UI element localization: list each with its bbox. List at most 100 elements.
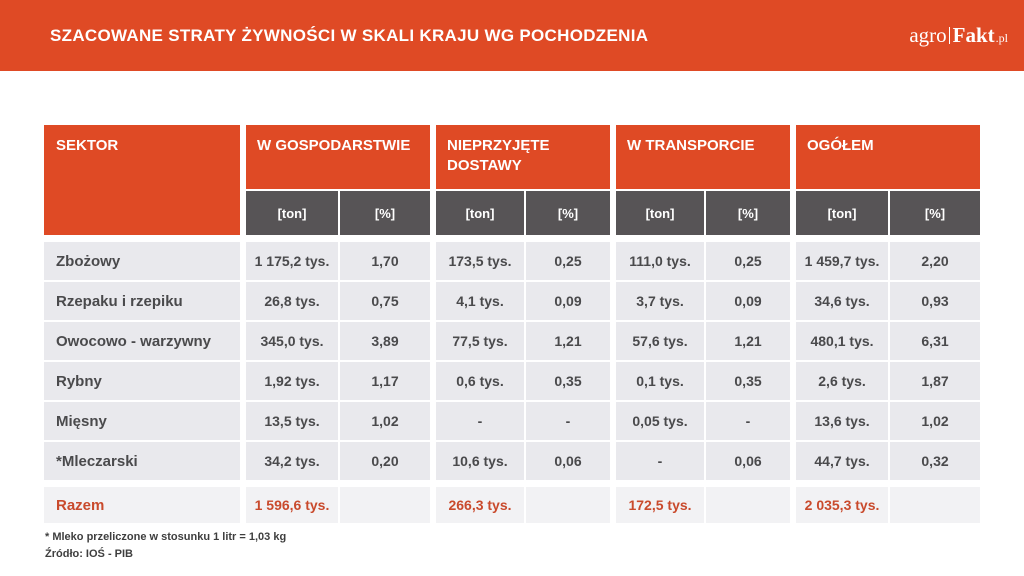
row-label: Rybny xyxy=(44,362,240,400)
table-cell: 26,8 tys. xyxy=(246,282,338,320)
unit-header-pct: [%] xyxy=(340,191,430,235)
table-cell: 480,1 tys. xyxy=(796,322,889,360)
column-group-header-transporcie: W TRANSPORCIE xyxy=(616,125,791,189)
spacer-row xyxy=(44,482,980,485)
table-cell: 3,89 xyxy=(340,322,430,360)
total-cell xyxy=(890,487,981,523)
table-cell: 0,6 tys. xyxy=(436,362,524,400)
table-cell: 3,7 tys. xyxy=(616,282,705,320)
table-row-rybny: Rybny 1,92 tys. 1,17 0,6 tys. 0,35 0,1 t… xyxy=(44,362,981,400)
table-cell: - xyxy=(616,442,705,480)
header-group-row: SEKTOR W GOSPODARSTWIE NIEPRZYJĘTE DOSTA… xyxy=(44,125,981,235)
table-cell: 2,6 tys. xyxy=(796,362,889,400)
table-cell: 0,93 xyxy=(890,282,981,320)
table-cell: 1,17 xyxy=(340,362,430,400)
table-cell: 1,21 xyxy=(526,322,611,360)
table-cell: 0,20 xyxy=(340,442,430,480)
title-bar: SZACOWANE STRATY ŻYWNOŚCI W SKALI KRAJU … xyxy=(0,0,1024,71)
total-cell xyxy=(526,487,611,523)
table-cell: 34,2 tys. xyxy=(246,442,338,480)
total-cell: 266,3 tys. xyxy=(436,487,524,523)
table-cell: 10,6 tys. xyxy=(436,442,524,480)
table-cell: 0,25 xyxy=(706,242,791,280)
table-cell: 0,35 xyxy=(526,362,611,400)
table-cell: 44,7 tys. xyxy=(796,442,889,480)
row-label: *Mleczarski xyxy=(44,442,240,480)
brand-logo-prefix: agro xyxy=(909,23,947,47)
table-row-rzepaku: Rzepaku i rzepiku 26,8 tys. 0,75 4,1 tys… xyxy=(44,282,981,320)
table-row-zbozowy: Zbożowy 1 175,2 tys. 1,70 173,5 tys. 0,2… xyxy=(44,242,981,280)
table-cell: 0,25 xyxy=(526,242,611,280)
table-cell: 0,09 xyxy=(706,282,791,320)
spacer-row xyxy=(44,237,980,240)
data-table-container: SEKTOR W GOSPODARSTWIE NIEPRZYJĘTE DOSTA… xyxy=(42,123,982,525)
column-spacer xyxy=(792,125,794,235)
table-cell: - xyxy=(436,402,524,440)
unit-header-pct: [%] xyxy=(890,191,981,235)
unit-header-pct: [%] xyxy=(706,191,791,235)
total-row-label: Razem xyxy=(44,487,240,523)
footnote: * Mleko przeliczone w stosunku 1 litr = … xyxy=(45,531,287,543)
column-spacer xyxy=(242,125,244,235)
page-title: SZACOWANE STRATY ŻYWNOŚCI W SKALI KRAJU … xyxy=(50,25,649,45)
table-row-mleczarski: *Mleczarski 34,2 tys. 0,20 10,6 tys. 0,0… xyxy=(44,442,981,480)
total-cell xyxy=(340,487,430,523)
table-cell: - xyxy=(706,402,791,440)
data-table: SEKTOR W GOSPODARSTWIE NIEPRZYJĘTE DOSTA… xyxy=(42,123,982,525)
table-cell: - xyxy=(526,402,611,440)
table-cell: 0,06 xyxy=(526,442,611,480)
table-cell: 13,6 tys. xyxy=(796,402,889,440)
row-label: Mięsny xyxy=(44,402,240,440)
table-cell: 6,31 xyxy=(890,322,981,360)
total-cell: 2 035,3 tys. xyxy=(796,487,889,523)
row-label: Owocowo - warzywny xyxy=(44,322,240,360)
table-cell: 1,02 xyxy=(890,402,981,440)
total-cell: 1 596,6 tys. xyxy=(246,487,338,523)
column-group-header-nieprzyjete: NIEPRZYJĘTE DOSTAWY xyxy=(436,125,611,189)
table-cell: 1 175,2 tys. xyxy=(246,242,338,280)
unit-header-ton: [ton] xyxy=(436,191,524,235)
row-label: Rzepaku i rzepiku xyxy=(44,282,240,320)
table-cell: 1,87 xyxy=(890,362,981,400)
column-spacer xyxy=(612,125,614,235)
brand-logo-divider xyxy=(948,27,950,44)
unit-header-ton: [ton] xyxy=(616,191,705,235)
unit-header-ton: [ton] xyxy=(246,191,338,235)
table-cell: 34,6 tys. xyxy=(796,282,889,320)
table-row-owocowo: Owocowo - warzywny 345,0 tys. 3,89 77,5 … xyxy=(44,322,981,360)
table-cell: 2,20 xyxy=(890,242,981,280)
brand-logo-name: Fakt xyxy=(952,23,995,47)
total-cell xyxy=(706,487,791,523)
source-note: Źródło: IOŚ - PIB xyxy=(45,548,133,560)
table-cell: 0,75 xyxy=(340,282,430,320)
table-cell: 1,70 xyxy=(340,242,430,280)
table-cell: 1 459,7 tys. xyxy=(796,242,889,280)
unit-header-ton: [ton] xyxy=(796,191,889,235)
table-cell: 0,09 xyxy=(526,282,611,320)
table-cell: 0,32 xyxy=(890,442,981,480)
table-cell: 0,05 tys. xyxy=(616,402,705,440)
unit-header-pct: [%] xyxy=(526,191,611,235)
table-cell: 0,1 tys. xyxy=(616,362,705,400)
footnotes: * Mleko przeliczone w stosunku 1 litr = … xyxy=(45,529,286,563)
column-group-header-gospodarstwie: W GOSPODARSTWIE xyxy=(246,125,430,189)
total-row: Razem 1 596,6 tys. 266,3 tys. 172,5 tys.… xyxy=(44,487,981,523)
column-header-sector: SEKTOR xyxy=(44,125,240,235)
table-cell: 173,5 tys. xyxy=(436,242,524,280)
table-row-miesny: Mięsny 13,5 tys. 1,02 - - 0,05 tys. - 13… xyxy=(44,402,981,440)
brand-logo-suffix: .pl xyxy=(995,31,1008,45)
table-cell: 1,92 tys. xyxy=(246,362,338,400)
column-spacer xyxy=(432,125,434,235)
table-cell: 57,6 tys. xyxy=(616,322,705,360)
header-unit-row: [ton] [%] [ton] [%] [ton] [%] [ton] [%] xyxy=(44,191,981,235)
table-cell: 1,02 xyxy=(340,402,430,440)
table-cell: 345,0 tys. xyxy=(246,322,338,360)
table-cell: 1,21 xyxy=(706,322,791,360)
table-cell: 0,06 xyxy=(706,442,791,480)
row-label: Zbożowy xyxy=(44,242,240,280)
brand-logo: agro Fakt .pl xyxy=(909,23,1008,48)
table-cell: 77,5 tys. xyxy=(436,322,524,360)
table-cell: 13,5 tys. xyxy=(246,402,338,440)
table-cell: 111,0 tys. xyxy=(616,242,705,280)
